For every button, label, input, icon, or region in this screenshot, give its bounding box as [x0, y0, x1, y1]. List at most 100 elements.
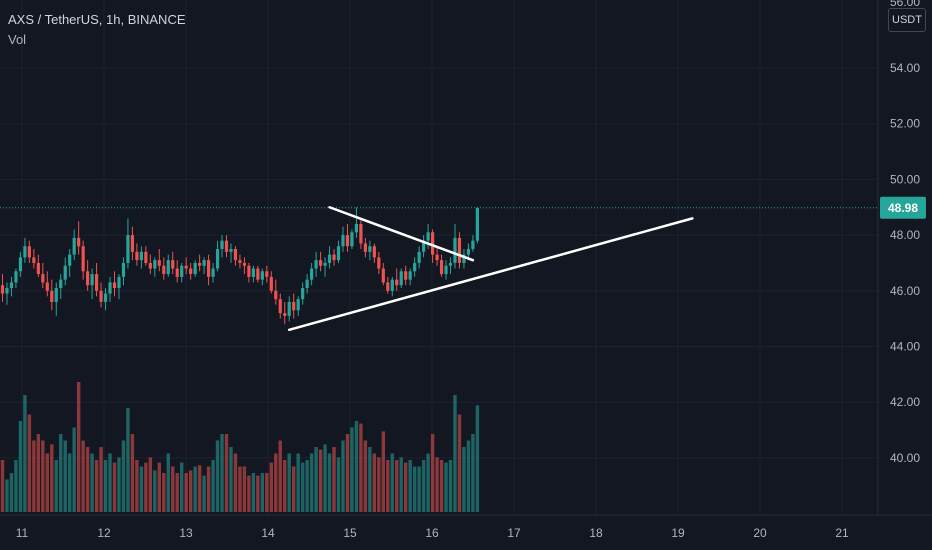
- volume-bar: [260, 473, 265, 512]
- candle-body: [318, 260, 323, 266]
- currency-unit-button[interactable]: USDT: [888, 8, 926, 32]
- volume-bar: [229, 447, 233, 512]
- candle-body: [90, 274, 94, 286]
- candle: [224, 235, 229, 258]
- candle-body: [36, 262, 40, 275]
- candle: [444, 260, 448, 280]
- candle: [220, 235, 224, 258]
- volume-bar: [27, 414, 32, 512]
- volume-bar: [166, 453, 170, 512]
- price-tick-label: 52.00: [890, 117, 920, 131]
- candle-body: [381, 268, 385, 283]
- volume-bar: [390, 453, 394, 512]
- candle-body: [274, 290, 278, 300]
- volume-bar: [354, 421, 359, 512]
- volume-bar: [399, 457, 403, 512]
- volume-bar: [180, 462, 184, 512]
- volume-bar: [85, 447, 90, 512]
- time-tick-label: 20: [753, 526, 767, 540]
- price-tick-label: 46.00: [890, 284, 920, 298]
- last-price-label: 48.98: [880, 196, 926, 219]
- candle-body: [345, 235, 350, 247]
- candle-body: [269, 276, 273, 291]
- volume-bar: [296, 453, 300, 512]
- time-axis[interactable]: 11 12 13 14 15 16 17 18 19 20 21: [16, 526, 849, 540]
- candle: [135, 243, 139, 266]
- candle: [162, 257, 166, 280]
- candle-body: [377, 257, 381, 269]
- candle: [314, 251, 318, 277]
- candle: [184, 257, 188, 275]
- candle-body: [130, 235, 135, 252]
- candle: [448, 257, 453, 275]
- candle: [274, 279, 278, 305]
- volume-bar: [336, 457, 341, 512]
- candle-body: [166, 260, 170, 275]
- volume-bar: [188, 470, 193, 512]
- volume-bar: [300, 462, 305, 512]
- candle: [251, 265, 255, 283]
- volume-bar: [197, 465, 202, 512]
- candle-body: [368, 246, 372, 252]
- candle-body: [310, 268, 314, 280]
- candle-body: [354, 223, 359, 233]
- candle: [422, 235, 426, 258]
- volume-bar: [211, 460, 215, 512]
- candle: [413, 257, 417, 277]
- candle: [72, 229, 76, 261]
- candle-body: [444, 265, 448, 275]
- volume-bar: [278, 440, 282, 512]
- candle: [399, 268, 403, 289]
- volume-indicator-label[interactable]: Vol: [8, 32, 27, 47]
- candle: [292, 293, 296, 319]
- candle: [354, 207, 359, 238]
- candle-body: [211, 268, 215, 277]
- volume-bar: [99, 447, 103, 512]
- candle: [45, 271, 49, 297]
- candle-body: [323, 262, 327, 266]
- candle: [54, 282, 58, 316]
- candle: [278, 293, 282, 319]
- candle-body: [41, 274, 45, 283]
- candle: [359, 218, 363, 250]
- candle: [475, 207, 479, 244]
- candle: [229, 243, 233, 263]
- candle-body: [386, 282, 390, 291]
- candle: [63, 257, 67, 286]
- candle: [9, 276, 14, 297]
- candle-body: [332, 254, 336, 261]
- candle: [112, 271, 117, 297]
- candle-body: [475, 207, 479, 241]
- trendlines[interactable]: [287, 206, 694, 332]
- candle-body: [189, 268, 193, 275]
- volume-bar: [112, 462, 117, 512]
- candle: [50, 279, 54, 311]
- candle-body: [457, 237, 462, 263]
- candle: [206, 254, 211, 286]
- volume-bar: [32, 440, 36, 512]
- candle-body: [99, 290, 103, 302]
- time-tick-label: 13: [179, 526, 193, 540]
- candle: [81, 240, 85, 280]
- volume-bar: [444, 462, 448, 512]
- candle: [417, 246, 421, 269]
- candle-body: [278, 299, 282, 314]
- candle-body: [135, 251, 139, 261]
- candle-body: [233, 249, 238, 261]
- volume-bar: [251, 473, 256, 512]
- symbol-title[interactable]: AXS / TetherUS, 1h, BINANCE: [8, 12, 186, 27]
- candle: [242, 257, 247, 275]
- candle-body: [162, 265, 166, 275]
- volume-bar: [363, 440, 368, 512]
- candle-body: [296, 299, 300, 311]
- price-axis[interactable]: 56.00 54.00 52.00 50.00 48.00 46.00 44.00 42.0…: [890, 0, 920, 465]
- candle: [471, 235, 475, 252]
- candle: [86, 260, 90, 291]
- trendline[interactable]: [328, 206, 475, 262]
- candle-body: [336, 246, 341, 261]
- candle: [0, 274, 5, 302]
- trendline[interactable]: [287, 217, 694, 332]
- candle-body: [314, 260, 318, 269]
- candle-body: [305, 279, 309, 289]
